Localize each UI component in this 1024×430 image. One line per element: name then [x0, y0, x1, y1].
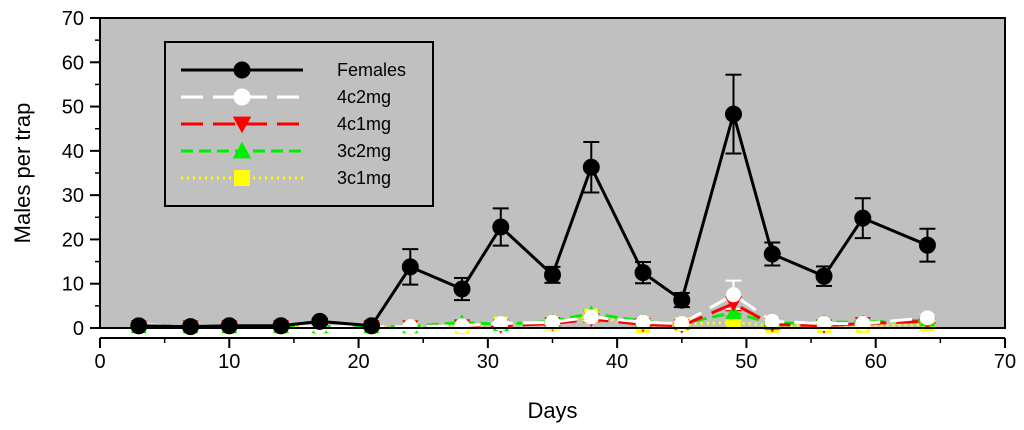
y-tick-label: 50 — [62, 97, 84, 119]
point-4c2mg — [919, 310, 935, 326]
x-tick-label: 20 — [347, 351, 369, 373]
x-tick-label: 70 — [994, 351, 1016, 373]
point-4c2mg — [583, 309, 599, 325]
legend-marker — [233, 88, 251, 106]
point-females — [492, 218, 510, 236]
y-tick-label: 70 — [62, 8, 84, 30]
point-females — [815, 267, 833, 285]
point-4c2mg — [635, 314, 651, 330]
point-females — [582, 158, 600, 176]
y-tick-label: 0 — [73, 318, 84, 340]
point-females — [182, 318, 199, 336]
x-tick-label: 60 — [865, 351, 887, 373]
point-females — [763, 245, 781, 263]
x-tick-label: 50 — [735, 351, 757, 373]
point-4c2mg — [454, 318, 470, 334]
point-females — [453, 280, 471, 298]
series-line-females — [138, 108, 929, 329]
point-females — [854, 209, 872, 227]
legend-label: 4c2mg — [337, 87, 391, 107]
point-females — [544, 266, 561, 284]
point-females — [918, 236, 936, 254]
legend-label: Females — [337, 60, 406, 80]
x-axis-title: Days — [527, 398, 577, 423]
point-females — [673, 291, 691, 309]
point-4c2mg — [764, 313, 780, 329]
point-4c2mg — [402, 319, 418, 335]
legend-entry-3c2mg: 3c2mg — [181, 141, 391, 161]
y-tick-label: 30 — [62, 185, 84, 207]
point-4c2mg — [545, 314, 560, 330]
point-females — [363, 317, 380, 335]
legend-entry-females: Females — [181, 60, 406, 80]
point-females — [311, 312, 329, 330]
legend: Females 4c2mg 4c1mg 3c2mg 3c1mg — [164, 41, 434, 207]
x-tick-label: 40 — [606, 351, 628, 373]
legend-entry-3c1mg: 3c1mg — [181, 168, 391, 188]
y-tick-label: 40 — [62, 141, 84, 163]
legend-marker — [232, 116, 252, 134]
legend-label: 4c1mg — [337, 114, 391, 134]
x-tick-label: 0 — [94, 351, 105, 373]
legend-label: 3c2mg — [337, 141, 391, 161]
point-females — [130, 317, 148, 335]
legend-label: 3c1mg — [337, 168, 391, 188]
legend-box — [164, 41, 434, 207]
y-tick-label: 60 — [62, 52, 84, 74]
point-3c2mg — [725, 304, 742, 319]
y-axis-title: Males per trap — [10, 103, 35, 244]
point-females — [634, 264, 652, 282]
legend-marker — [234, 170, 250, 186]
x-tick-label: 30 — [477, 351, 499, 373]
legend-marker — [232, 141, 252, 159]
y-tick-label: 10 — [62, 274, 84, 296]
y-tick-label: 20 — [62, 229, 84, 251]
x-tick-label: 10 — [218, 351, 240, 373]
legend-entry-4c2mg: 4c2mg — [181, 87, 391, 107]
point-females — [401, 258, 419, 276]
point-females — [272, 317, 290, 335]
legend-entry-4c1mg: 4c1mg — [181, 114, 391, 134]
point-females — [220, 317, 238, 335]
point-females — [725, 105, 742, 123]
x-axis: 0 10 20 30 40 50 60 70 — [94, 337, 1016, 373]
series-markers — [130, 105, 936, 336]
y-axis: 0 10 20 30 40 50 60 70 — [62, 8, 100, 340]
point-4c2mg — [726, 287, 741, 303]
legend-marker — [233, 61, 251, 79]
